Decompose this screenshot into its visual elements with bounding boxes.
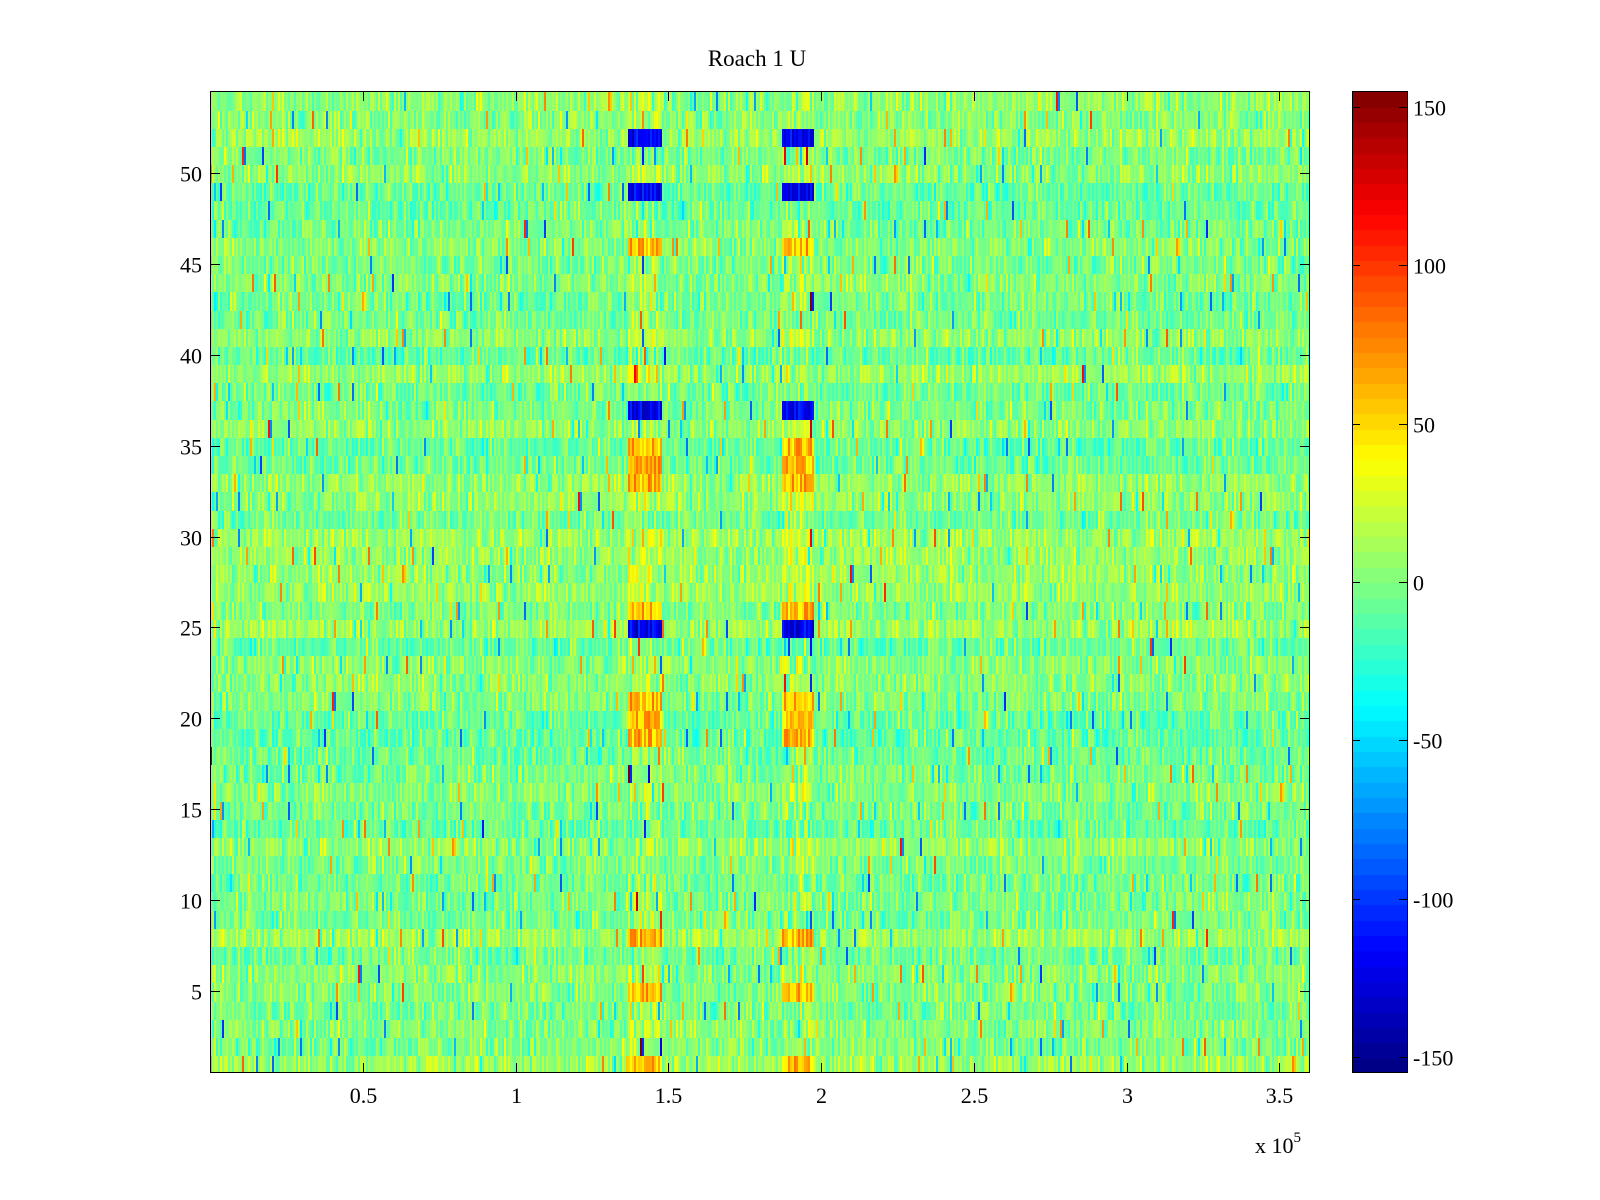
x-tick-label: 3.5 bbox=[1266, 1083, 1294, 1108]
y-axis-ticks: 5 10 15 20 25 30 35 40 45 50 bbox=[180, 162, 202, 1005]
y-tick-label: 30 bbox=[180, 526, 202, 551]
colorbar-tick-label: -50 bbox=[1413, 729, 1442, 754]
y-tick-label: 25 bbox=[180, 616, 202, 641]
x-tick-label: 3 bbox=[1122, 1083, 1133, 1108]
colorbar bbox=[1352, 91, 1407, 1073]
y-tick-label: 5 bbox=[191, 980, 202, 1005]
chart-title: Roach 1 U bbox=[708, 46, 807, 71]
x-tick-label: 2.5 bbox=[961, 1083, 989, 1108]
x-axis-ticks: 0.5 1 1.5 2 2.5 3 3.5 bbox=[350, 1083, 1294, 1108]
y-tick-label: 10 bbox=[180, 889, 202, 914]
colorbar-ticks: 150 100 50 0 -50 -100 -150 bbox=[1413, 96, 1453, 1071]
colorbar-tick-label: 100 bbox=[1413, 254, 1446, 279]
y-tick-label: 35 bbox=[180, 435, 202, 460]
colorbar-tick-label: -150 bbox=[1413, 1046, 1453, 1071]
x-multiplier-base: x 10 bbox=[1255, 1133, 1294, 1158]
x-tick-label: 1 bbox=[511, 1083, 522, 1108]
colorbar-tick-label: -100 bbox=[1413, 888, 1453, 913]
y-tick-label: 45 bbox=[180, 253, 202, 278]
x-multiplier-exponent: 5 bbox=[1294, 1130, 1302, 1146]
y-tick-label: 20 bbox=[180, 707, 202, 732]
colorbar-tick-label: 150 bbox=[1413, 96, 1446, 121]
heatmap-image bbox=[210, 91, 1310, 1073]
colorbar-tick-label: 0 bbox=[1413, 571, 1424, 596]
colorbar-tick-label: 50 bbox=[1413, 413, 1435, 438]
y-tick-label: 15 bbox=[180, 798, 202, 823]
y-tick-label: 40 bbox=[180, 344, 202, 369]
x-multiplier-label: x 105 bbox=[1255, 1130, 1301, 1158]
y-tick-label: 50 bbox=[180, 162, 202, 187]
x-tick-label: 1.5 bbox=[655, 1083, 683, 1108]
x-tick-label: 2 bbox=[816, 1083, 827, 1108]
x-tick-label: 0.5 bbox=[350, 1083, 378, 1108]
